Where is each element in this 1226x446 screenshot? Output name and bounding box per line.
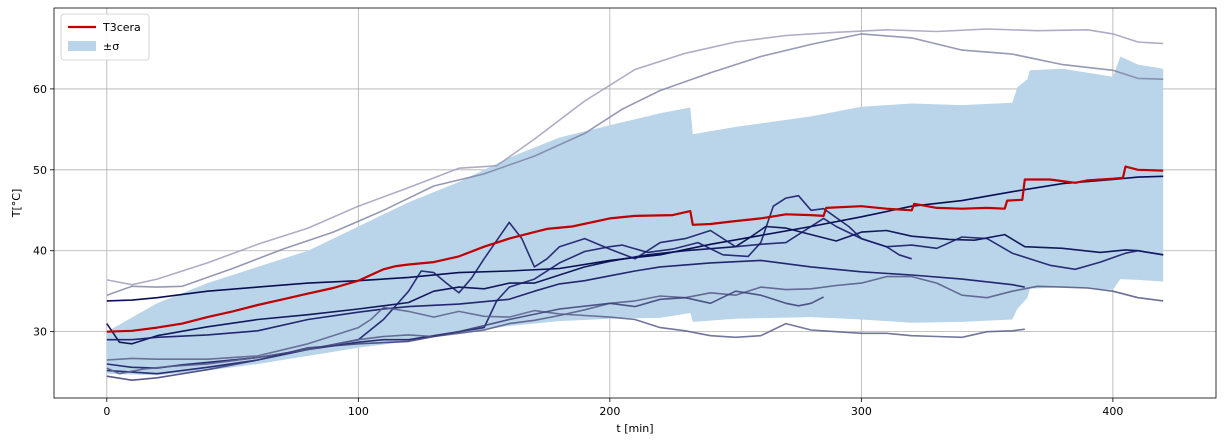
y-tick-label: 30	[33, 326, 47, 339]
legend-label: ±σ	[103, 40, 119, 53]
x-tick-label: 400	[1102, 405, 1123, 418]
y-tick-label: 50	[33, 164, 47, 177]
series-line	[106, 290, 824, 381]
x-tick-label: 300	[851, 405, 872, 418]
x-tick-label: 200	[599, 405, 620, 418]
series-line-t3cera	[106, 165, 1164, 333]
legend: T3cera ±σ	[60, 13, 150, 61]
legend-swatch-band	[68, 41, 96, 51]
plot-frame	[53, 7, 1217, 399]
series-line	[106, 28, 1164, 286]
x-tick-label: 0	[103, 405, 110, 418]
plot-area	[106, 28, 1164, 381]
series-line	[106, 306, 1025, 361]
x-axis-label: t [min]	[616, 422, 653, 435]
series-line	[106, 225, 1164, 345]
legend-label: T3cera	[102, 21, 141, 34]
y-tick-label: 60	[33, 83, 47, 96]
series-line	[106, 275, 1164, 375]
y-tick-label: 40	[33, 245, 47, 258]
series-line	[106, 33, 1164, 296]
series-line	[106, 217, 1164, 369]
axes: 0 100 200 300 400 30 40 50 60	[33, 7, 1217, 418]
series-line	[106, 259, 1025, 341]
x-tick-label: 100	[348, 405, 369, 418]
y-axis-label: T[°C]	[10, 189, 23, 218]
